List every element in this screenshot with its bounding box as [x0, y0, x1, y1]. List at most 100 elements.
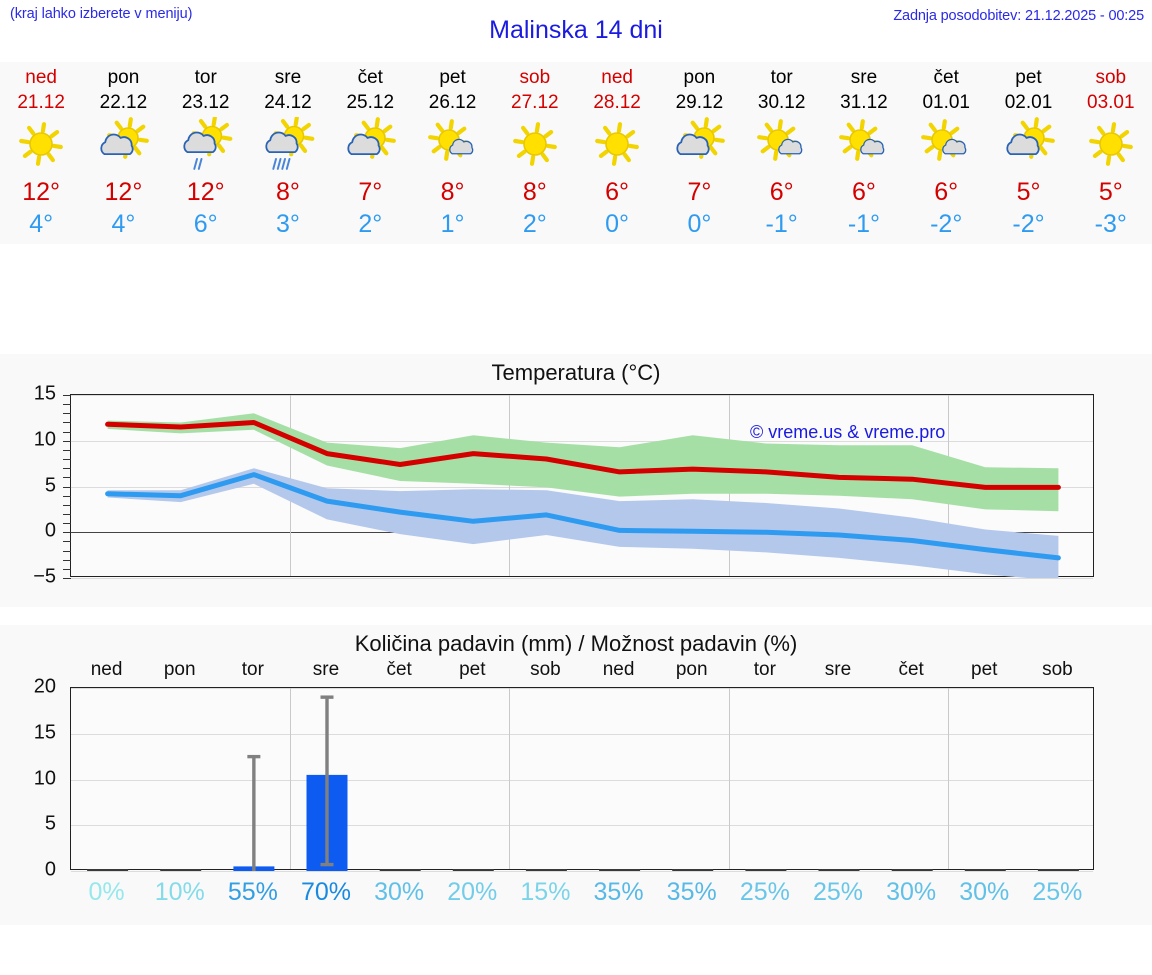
day-name: pon: [107, 67, 140, 88]
day-date: 21.12: [17, 92, 65, 113]
day-name: čet: [357, 67, 383, 88]
day-column-9[interactable]: tor 30.12 6° -1°: [741, 62, 823, 244]
temp-min: 2°: [358, 210, 383, 238]
axis-tick: [63, 413, 71, 415]
sun-cloud-icon: [668, 117, 730, 172]
axis-tick: [63, 513, 71, 515]
temp-max: 7°: [687, 178, 712, 206]
precipitation-probability: 35%: [666, 878, 717, 906]
day-date: 31.12: [840, 92, 888, 113]
precipitation-probability: 20%: [447, 878, 498, 906]
y-axis-label: 20: [33, 675, 56, 698]
temp-max: 5°: [1016, 178, 1041, 206]
precipitation-probability: 10%: [154, 878, 205, 906]
precipitation-plot-area: [70, 687, 1094, 872]
gridline-vertical: [948, 688, 950, 869]
sun-cloud-icon: [339, 117, 401, 172]
day-column-10[interactable]: sre 31.12 6° -1°: [823, 62, 905, 244]
temp-min: 4°: [29, 210, 54, 238]
temp-max: 8°: [440, 178, 465, 206]
tmax-line: [105, 420, 1061, 490]
axis-tick: [63, 422, 71, 424]
day-column-6[interactable]: sob 27.12 8° 2°: [494, 62, 576, 244]
temp-min: 4°: [111, 210, 136, 238]
temp-min: 0°: [687, 210, 712, 238]
temp-min: -1°: [847, 210, 881, 238]
precipitation-bar: [1037, 869, 1079, 871]
precipitation-chart-section: Količina padavin (mm) / Možnost padavin …: [0, 625, 1152, 925]
axis-tick: [63, 559, 71, 561]
precipitation-day-label: čet: [386, 659, 412, 680]
sun-cloud-icon: [998, 117, 1060, 172]
precipitation-bar: [87, 869, 129, 871]
temp-max: 6°: [934, 178, 959, 206]
page-title: Malinska 14 dni: [489, 16, 663, 44]
temp-min: -3°: [1094, 210, 1127, 238]
sun-cloud-rain-heavy-icon: [257, 115, 319, 172]
day-column-3[interactable]: sre 24.12 8° 3°: [247, 62, 329, 244]
axis-tick: [63, 523, 71, 525]
gridline: [71, 871, 1093, 872]
axis-tick: [63, 568, 71, 570]
day-column-11[interactable]: čet 01.01 6° -2°: [905, 62, 987, 244]
axis-tick: [63, 395, 71, 396]
day-column-7[interactable]: ned 28.12 6° 0°: [576, 62, 658, 244]
temperature-series: [105, 413, 1061, 578]
day-date: 27.12: [511, 92, 559, 113]
precipitation-bar: [964, 869, 1006, 871]
sun-smallcloud-icon: [422, 117, 484, 172]
precipitation-day-label: sob: [530, 659, 561, 680]
y-axis-label: −5: [33, 565, 56, 588]
day-date: 29.12: [675, 92, 724, 113]
daily-forecast-strip: ned 21.12 12° 4° pon 22.12 12° 4° tor 23.12 12° 6° s…: [0, 62, 1152, 244]
temperature-plot-area: [63, 394, 1094, 579]
menu-hint: (kraj lahko izberete v meniju): [10, 6, 193, 22]
day-name: tor: [770, 67, 793, 88]
axis-tick: [63, 468, 71, 470]
day-column-13[interactable]: sob 03.01 5° -3°: [1070, 62, 1152, 244]
day-date: 22.12: [99, 92, 148, 113]
temp-min: 1°: [440, 210, 465, 238]
day-name: ned: [25, 67, 57, 88]
day-column-2[interactable]: tor 23.12 12° 6°: [165, 62, 247, 244]
temp-max: 12°: [186, 178, 225, 206]
axis-tick: [63, 440, 71, 442]
top-bar: (kraj lahko izberete v meniju) Malinska …: [0, 0, 1152, 62]
temp-min: 2°: [522, 210, 547, 238]
temp-max: 6°: [769, 178, 794, 206]
tmin-line: [105, 472, 1061, 561]
last-updated: Zadnja posodobitev: 21.12.2025 - 00:25: [893, 8, 1144, 24]
day-column-8[interactable]: pon 29.12 7° 0°: [658, 62, 740, 244]
precipitation-day-label: sre: [824, 659, 852, 680]
gridline: [71, 395, 1093, 396]
precipitation-probability: 15%: [520, 878, 571, 906]
day-column-1[interactable]: pon 22.12 12° 4°: [82, 62, 164, 244]
temperature-chart-title: Temperatura (°C): [491, 360, 661, 385]
day-column-12[interactable]: pet 02.01 5° -2°: [987, 62, 1069, 244]
day-column-4[interactable]: čet 25.12 7° 2°: [329, 62, 411, 244]
temp-max: 7°: [358, 178, 383, 206]
sun-smallcloud-icon: [751, 117, 813, 172]
axis-tick: [63, 486, 71, 488]
day-date: 25.12: [346, 92, 395, 113]
y-axis-label: 15: [33, 382, 56, 405]
day-column-5[interactable]: pet 26.12 8° 1°: [411, 62, 493, 244]
day-date: 24.12: [264, 92, 312, 113]
day-name: sre: [274, 67, 302, 88]
temp-max: 6°: [605, 178, 630, 206]
precipitation-probability-row: 0% 10% 55% 70% 30% 20% 15% 35% 35% 25% 25% 30% 30% 25…: [70, 878, 1094, 907]
day-date: 01.01: [922, 92, 970, 113]
precipitation-day-label: čet: [898, 659, 924, 680]
temp-min: 3°: [276, 210, 300, 238]
temp-max: 12°: [104, 178, 143, 206]
day-date: 03.01: [1087, 92, 1135, 113]
precipitation-bar: [452, 869, 494, 871]
gridline: [71, 733, 1093, 735]
gridline: [71, 825, 1093, 827]
precipitation-probability: 25%: [1032, 878, 1083, 906]
day-name: ned: [601, 67, 633, 88]
precipitation-bar: [818, 869, 860, 871]
y-axis-label: 10: [33, 428, 56, 451]
axis-tick: [63, 532, 71, 534]
day-column-0[interactable]: ned 21.12 12° 4°: [0, 62, 82, 244]
